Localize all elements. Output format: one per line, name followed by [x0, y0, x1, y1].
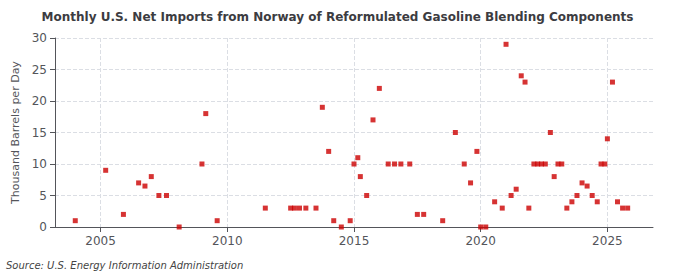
svg-text:2025: 2025: [592, 234, 623, 248]
svg-text:20: 20: [32, 94, 47, 108]
svg-text:2015: 2015: [339, 234, 370, 248]
svg-text:25: 25: [32, 63, 47, 77]
svg-text:0: 0: [39, 220, 47, 234]
svg-text:15: 15: [32, 126, 47, 140]
svg-text:2020: 2020: [465, 234, 496, 248]
svg-text:2010: 2010: [212, 234, 243, 248]
svg-text:Thousand Barrels per Day: Thousand Barrels per Day: [9, 61, 22, 205]
svg-text:30: 30: [32, 31, 47, 45]
svg-text:Source: U.S. Energy Informatio: Source: U.S. Energy Information Administ…: [6, 260, 243, 271]
svg-text:Monthly U.S. Net Imports from: Monthly U.S. Net Imports from Norway of …: [42, 10, 634, 24]
svg-text:2005: 2005: [85, 234, 116, 248]
svg-text:5: 5: [39, 189, 47, 203]
svg-text:10: 10: [32, 157, 47, 171]
